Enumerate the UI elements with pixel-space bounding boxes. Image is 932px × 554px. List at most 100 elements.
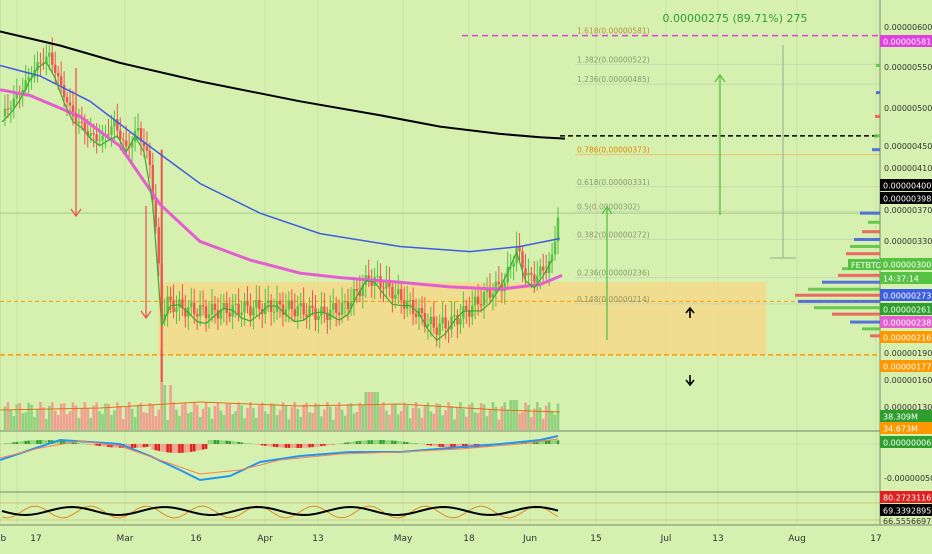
candle-body — [536, 276, 538, 283]
volume-bar — [438, 404, 441, 430]
volume-profile-bar — [876, 64, 880, 67]
volume-bar — [10, 410, 13, 430]
macd-histogram-bar — [75, 443, 78, 444]
time-tick-label: 13 — [712, 534, 723, 544]
volume-profile-bar — [846, 252, 880, 255]
macd-histogram-bar — [13, 442, 16, 444]
time-tick-label: Aug — [788, 534, 806, 544]
volume-bar — [84, 402, 87, 430]
macd-histogram-bar — [356, 441, 359, 444]
volume-bar — [486, 416, 489, 430]
macd-histogram-bar — [172, 444, 175, 453]
macd-histogram-bar — [196, 444, 199, 451]
price-badge-label: 0.00000398 — [883, 195, 931, 204]
candle-body — [101, 135, 103, 140]
candle-body — [400, 289, 402, 300]
macd-histogram-bar — [30, 440, 33, 444]
volume-bar — [223, 415, 226, 430]
macd-histogram-bar — [169, 444, 172, 453]
volume-bar — [406, 405, 409, 430]
macd-histogram-bar — [317, 444, 320, 447]
price-badge-label: 14:37:14 — [883, 275, 919, 284]
volume-bar — [78, 418, 81, 430]
volume-bar — [13, 416, 16, 430]
macd-histogram-bar — [208, 440, 211, 444]
volume-bar — [335, 406, 338, 430]
candle-body — [314, 308, 316, 320]
candle-body — [246, 301, 248, 306]
macd-histogram-bar — [193, 444, 196, 451]
volume-bar — [134, 417, 137, 430]
price-badge-label: 0.00000177 — [883, 363, 931, 372]
price-tick-label: 0.00000500 — [884, 104, 932, 113]
macd-histogram-bar — [98, 444, 101, 446]
macd-histogram-bar — [140, 444, 143, 447]
candle-body — [480, 304, 482, 305]
volume-bar — [530, 417, 533, 430]
candle-body — [311, 306, 313, 308]
price-tick-label: 0.00000160 — [884, 376, 932, 385]
macd-histogram-bar — [391, 441, 394, 444]
volume-bar — [125, 407, 128, 430]
candle-body — [533, 274, 535, 282]
candle-body — [554, 241, 556, 254]
time-tick-label: 16 — [190, 534, 202, 544]
price-tick-label: 0.00000190 — [884, 349, 932, 358]
price-tick-label: 0.00000600 — [884, 23, 932, 32]
volume-bar — [60, 404, 63, 430]
macd-histogram-bar — [362, 441, 365, 444]
macd-histogram-bar — [246, 443, 249, 444]
volume-bar — [264, 411, 267, 430]
volume-bar — [279, 410, 282, 430]
macd-histogram-bar — [143, 444, 146, 447]
macd-histogram-bar — [400, 441, 403, 444]
volume-profile-bar — [872, 148, 880, 151]
volume-bar — [314, 403, 317, 430]
macd-histogram-bar — [137, 444, 140, 448]
macd-histogram-bar — [379, 440, 382, 444]
time-tick-label: 18 — [463, 534, 475, 544]
macd-histogram-bar — [187, 444, 190, 452]
macd-histogram-bar — [184, 444, 187, 453]
candle-body — [10, 108, 12, 110]
macd-histogram-bar — [291, 444, 294, 448]
candle-body — [175, 308, 177, 312]
volume-bar — [243, 418, 246, 430]
macd-histogram-bar — [237, 442, 240, 444]
volume-bar — [217, 402, 220, 430]
macd-histogram-bar — [305, 444, 308, 448]
candle-body — [122, 140, 124, 141]
fib-label-0148: 0.148(0.00000214) — [577, 295, 650, 304]
time-tick-label: 17 — [30, 534, 41, 544]
macd-histogram-bar — [412, 443, 415, 444]
symbol-tag-label: FETBTC — [851, 261, 881, 270]
volume-bar — [356, 412, 359, 430]
volume-bar — [270, 403, 273, 430]
volume-bar — [237, 402, 240, 430]
volume-bar — [385, 411, 388, 430]
volume-bar — [249, 402, 252, 430]
macd-histogram-bar — [231, 441, 234, 444]
macd-histogram-bar — [285, 444, 288, 448]
volume-bar — [27, 403, 30, 430]
macd-histogram-bar — [299, 444, 302, 448]
volume-bar — [240, 405, 243, 430]
candle-body — [211, 304, 213, 315]
candle-body — [51, 53, 53, 65]
volume-ma-badge-label: 34.673M — [883, 425, 918, 434]
volume-bar — [471, 403, 474, 430]
candle-body — [376, 276, 378, 277]
volume-bar — [480, 403, 483, 430]
macd-histogram-bar — [178, 444, 181, 453]
macd-histogram-bar — [359, 441, 362, 444]
macd-histogram-bar — [261, 444, 264, 445]
candle-body — [199, 305, 201, 316]
candle-body — [258, 300, 260, 309]
candle-body — [539, 266, 541, 275]
candle-body — [39, 62, 41, 63]
macd-histogram-bar — [302, 444, 305, 448]
volume-bar — [477, 413, 480, 430]
candle-body — [332, 303, 334, 310]
candle-body — [158, 227, 160, 263]
